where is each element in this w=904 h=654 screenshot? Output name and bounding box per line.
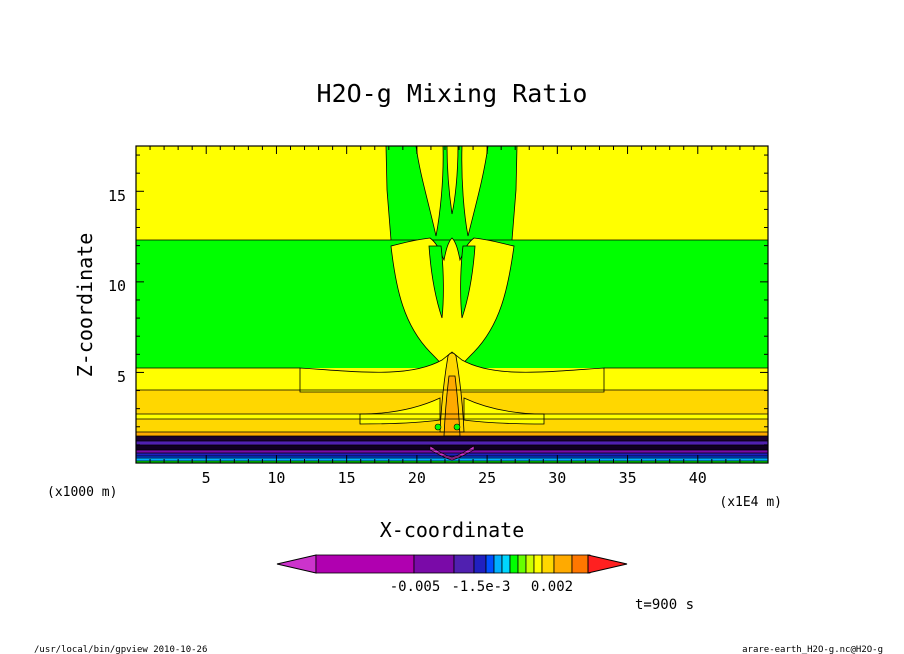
colorbar-segment bbox=[541, 554, 555, 574]
colorbar-segment bbox=[315, 554, 415, 574]
colorbar-segment bbox=[493, 554, 503, 574]
x-tick-labels: 5 10 15 20 25 30 35 40 bbox=[202, 469, 707, 487]
fill-purple-1 bbox=[136, 441, 768, 445]
colorbar-segment bbox=[525, 554, 535, 574]
x-tick-label: 20 bbox=[408, 469, 426, 487]
colorbar-segment bbox=[553, 554, 573, 574]
colorbar-left-arrow bbox=[276, 554, 317, 574]
footer-right: arare-earth_H2O-g.nc@H2O-g bbox=[742, 645, 883, 654]
x-tick-label: 35 bbox=[619, 469, 637, 487]
colorbar-segment bbox=[413, 554, 455, 574]
colorbar-segment bbox=[571, 554, 591, 574]
colorbar-tick-label: -0.005 bbox=[390, 579, 441, 595]
colorbar-tick-label: 0.002 bbox=[531, 579, 573, 595]
x-tick-label: 5 bbox=[202, 469, 211, 487]
colorbar-segment bbox=[485, 554, 495, 574]
y-tick-label: 5 bbox=[117, 368, 126, 386]
colorbar-tick-label: -1.5e-3 bbox=[451, 579, 510, 595]
colorbar-segment bbox=[501, 554, 511, 574]
x-tick-label: 30 bbox=[548, 469, 566, 487]
x-tick-label: 10 bbox=[267, 469, 285, 487]
y-tick-label: 15 bbox=[108, 187, 126, 205]
x-axis-unit: (x1E4 m) bbox=[719, 495, 782, 510]
y-axis-label: Z-coordinate bbox=[73, 233, 97, 378]
fill-plume-yellow-finger-right bbox=[461, 146, 489, 237]
axis-ticks bbox=[136, 146, 768, 463]
colorbar-right-arrow bbox=[587, 554, 628, 574]
colorbar-segments bbox=[315, 554, 591, 574]
colorbar: -0.005 -1.5e-3 0.002 bbox=[276, 554, 628, 595]
y-axis-unit: (x1000 m) bbox=[47, 485, 117, 500]
x-tick-label: 40 bbox=[689, 469, 707, 487]
fill-plume-lower-wake bbox=[359, 397, 441, 425]
fill-plume-yellow-finger-center bbox=[446, 146, 459, 215]
colorbar-segment bbox=[473, 554, 487, 574]
colorbar-segment bbox=[517, 554, 527, 574]
plot-frame bbox=[135, 145, 769, 464]
fill-dark-2 bbox=[136, 445, 768, 450]
fill-plume-lower-wake-right bbox=[463, 397, 545, 425]
plot-area bbox=[136, 146, 768, 463]
y-tick-labels: 5 10 15 bbox=[108, 187, 126, 386]
fill-plume-green-finger-left bbox=[428, 245, 444, 319]
x-tick-label: 25 bbox=[478, 469, 496, 487]
colorbar-segment bbox=[533, 554, 543, 574]
x-axis-label: X-coordinate bbox=[380, 518, 525, 542]
y-tick-label: 10 bbox=[108, 277, 126, 295]
fill-plume-green-dot-right bbox=[453, 423, 461, 431]
time-label: t=900 s bbox=[635, 597, 694, 613]
fill-purple-2 bbox=[136, 450, 768, 453]
chart-title: H2O-g Mixing Ratio bbox=[317, 79, 588, 108]
fill-dark-1 bbox=[136, 436, 768, 441]
fill-plume-green-dot-left bbox=[434, 423, 442, 431]
colorbar-segment bbox=[453, 554, 475, 574]
colorbar-segment bbox=[509, 554, 519, 574]
fill-green-bottom bbox=[136, 461, 768, 463]
fill-blue-1 bbox=[136, 453, 768, 456]
fill-plume-green-finger-right bbox=[460, 245, 476, 319]
fill-plume-yellow-finger-left bbox=[415, 146, 444, 237]
fill-plume-orange-core bbox=[443, 375, 461, 437]
footer-left: /usr/local/bin/gpview 2010-10-26 bbox=[34, 645, 207, 654]
contour-lines bbox=[136, 239, 768, 462]
x-tick-label: 15 bbox=[338, 469, 356, 487]
